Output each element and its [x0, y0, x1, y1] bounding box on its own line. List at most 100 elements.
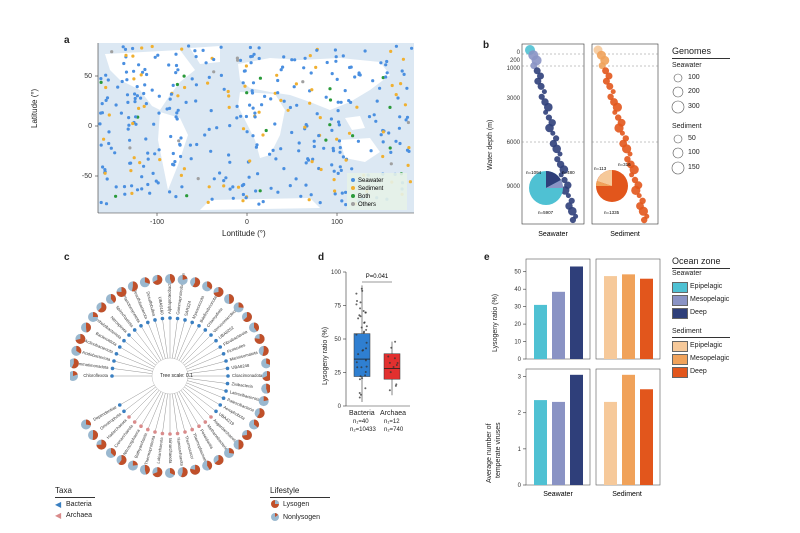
depth-sediment-frame: [591, 43, 659, 225]
map-point: [179, 136, 183, 140]
boxplot-ytick: 25: [334, 371, 341, 377]
map-point: [99, 111, 103, 115]
map-point: [318, 201, 322, 205]
depth-sediment-bubble: [614, 123, 624, 133]
map-point: [403, 103, 407, 107]
map-point: [276, 190, 280, 194]
tree-branch: [182, 334, 212, 364]
map-point: [328, 123, 332, 127]
lifestyle-pie: [224, 294, 235, 305]
map-point: [282, 167, 286, 171]
lifestyle-pie: [249, 322, 260, 333]
map-point: [142, 164, 146, 168]
map-point: [347, 131, 352, 135]
lifestyle-pie: [190, 277, 201, 288]
tree-branch: [180, 390, 206, 423]
tree-leaf-label: Nanoarchaeota: [176, 437, 185, 467]
map-point: [127, 116, 131, 120]
map-point: [303, 56, 307, 60]
map-point: [389, 49, 393, 53]
box-point: [355, 333, 358, 336]
map-point: [124, 70, 129, 74]
box-point: [364, 359, 367, 362]
depth-sediment-bubble: [605, 72, 613, 80]
tree-clade-marker: [224, 389, 228, 393]
lifestyle-pie: [71, 345, 82, 356]
map-point: [387, 131, 391, 135]
depth-sediment-bubble: [629, 165, 639, 175]
map-point: [193, 49, 197, 53]
map-point: [256, 172, 260, 176]
lifestyle-pie: [127, 460, 138, 471]
map-point: [406, 120, 410, 125]
map-point: [114, 103, 118, 107]
map-point: [212, 177, 216, 181]
seawater-bar-epipelagic: [534, 304, 547, 359]
tree-branch: [119, 346, 155, 368]
tree-leaf-label: Iainarchaeota: [168, 438, 173, 464]
tree-clade-marker: [226, 374, 230, 378]
box-point: [387, 355, 390, 358]
tree-clade-marker: [225, 381, 230, 386]
tree-clade-marker: [168, 316, 172, 320]
map-point: [406, 163, 410, 167]
map-point: [207, 185, 211, 189]
tree-clade-marker: [197, 424, 201, 429]
box-archaea: [383, 340, 401, 396]
box-point: [359, 307, 362, 310]
map-point: [374, 119, 378, 123]
map-point: [318, 116, 322, 120]
seawater-bar-epipelagic: [534, 400, 547, 485]
map-x-ticks: -100 0 100: [150, 213, 343, 226]
map-point: [404, 118, 408, 122]
map-point: [99, 200, 103, 205]
map-point: [335, 137, 339, 141]
map-point: [168, 106, 172, 110]
map-point: [379, 61, 383, 65]
map-point: [116, 85, 120, 89]
tree-branch: [174, 319, 186, 359]
map-point: [207, 75, 211, 79]
lifestyle-pie: [261, 383, 270, 394]
tree-clade-marker: [209, 333, 213, 337]
map-point: [109, 146, 113, 150]
map-point: [367, 115, 372, 119]
map-point: [312, 139, 316, 143]
lifestyle-pie: [152, 274, 163, 285]
map-point: [353, 75, 357, 79]
lifestyle-pie: [177, 274, 188, 285]
map-point: [279, 68, 283, 72]
depth-sediment-bubble: [636, 193, 642, 199]
map-point: [261, 200, 265, 204]
map-point: [204, 61, 208, 65]
map-point: [227, 94, 231, 98]
map-point: [311, 157, 315, 161]
tree-branch: [140, 391, 162, 427]
map-point: [279, 98, 283, 102]
map-point: [251, 81, 256, 85]
map-point: [114, 185, 118, 189]
map-point: [140, 175, 144, 179]
map-point: [168, 190, 172, 194]
map-point: [273, 91, 277, 95]
box-point: [355, 361, 358, 364]
tree-clade-marker: [127, 415, 131, 419]
map-point: [144, 102, 148, 106]
map-point: [314, 65, 318, 69]
genomes-legend-seawater: Seawater: [672, 62, 702, 69]
legend-sed-meso: Mesopelagic: [690, 355, 730, 362]
depth-seawater-bubble: [552, 144, 561, 154]
box-point: [360, 287, 363, 290]
bar-ylabel-top: Lysogeny ratio (%): [492, 293, 499, 352]
depth-seawater-bubble: [559, 165, 569, 174]
box-point: [364, 311, 367, 314]
map-legend-both: Both: [358, 194, 370, 200]
tree-clade-marker: [175, 431, 180, 436]
map-point: [137, 106, 141, 110]
map-point: [375, 99, 379, 103]
depth-sediment-bubble: [612, 109, 618, 115]
map-point: [310, 160, 314, 164]
box-point: [359, 393, 362, 396]
map-point: [405, 115, 410, 119]
map-point: [264, 128, 268, 133]
